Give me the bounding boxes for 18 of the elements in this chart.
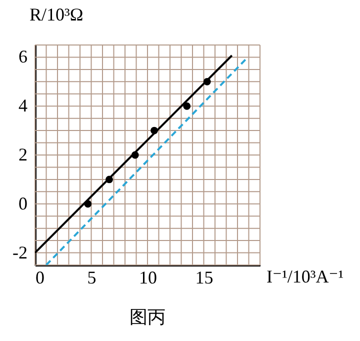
y-tick-label: 6 xyxy=(18,46,28,67)
text: 图丙 xyxy=(130,307,166,328)
y-tick-label: 2 xyxy=(18,144,28,164)
y-tick-label: 4 xyxy=(18,96,28,116)
y-tick-label: 0 xyxy=(18,193,28,214)
point xyxy=(106,176,113,184)
point xyxy=(183,102,191,110)
x-tick-label: 5 xyxy=(87,268,96,288)
point xyxy=(203,78,211,86)
point xyxy=(84,200,92,208)
point xyxy=(131,151,139,159)
y-axis-title: R/10³Ω xyxy=(30,4,84,24)
x-axis-title: I⁻¹/10³A⁻¹ xyxy=(266,266,344,286)
y-tick-label: -2 xyxy=(12,242,28,262)
x-tick-label: 10 xyxy=(139,268,157,288)
point xyxy=(150,126,158,134)
x-tick-label: 15 xyxy=(195,268,214,288)
x-tick-label: 0 xyxy=(36,268,44,288)
